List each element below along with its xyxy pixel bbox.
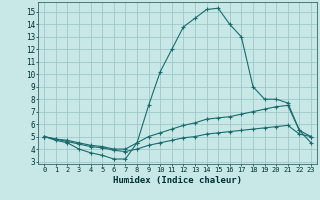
X-axis label: Humidex (Indice chaleur): Humidex (Indice chaleur) bbox=[113, 176, 242, 185]
